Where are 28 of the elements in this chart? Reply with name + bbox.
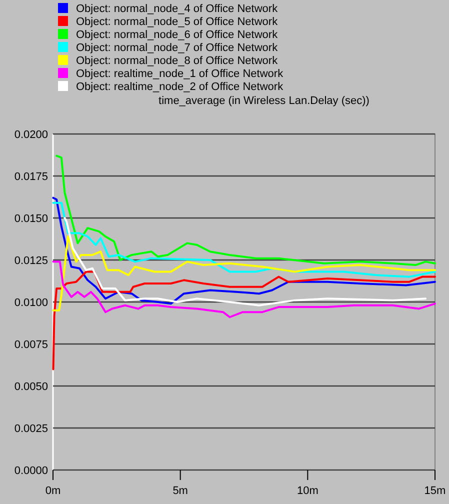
legend-label: Object: normal_node_4 of Office Network [76,3,278,15]
legend-label: Object: normal_node_5 of Office Network [76,16,278,28]
y-tick-label: 0.0050 [14,381,48,393]
y-tick-label: 0.0125 [14,255,48,267]
line-series [52,196,436,305]
chart-title: time_average (in Wireless Lan.Delay (sec)) [158,95,370,107]
y-tick-label: 0.0075 [14,339,48,351]
legend-label: Object: normal_node_6 of Office Network [76,29,278,41]
legend-label: Object: normal_node_7 of Office Network [76,42,278,54]
line-series [52,270,436,370]
legend-label: Object: realtime_node_1 of Office Network [76,68,284,80]
x-tick-label: 0m [45,485,61,497]
line-series [64,217,427,306]
y-tick-label: 0.0150 [14,213,48,225]
y-tick-label: 0.0175 [14,171,48,183]
y-tick-label: 0.0000 [14,465,48,477]
line-series [56,154,436,266]
line-series [52,235,436,312]
line-series [52,202,436,278]
y-tick-label: 0.0100 [14,297,48,309]
y-tick-label: 0.0025 [14,423,48,435]
x-tick-label: 10m [296,485,318,497]
x-tick-label: 5m [172,485,188,497]
x-tick-label: 15m [424,485,446,497]
legend-label: Object: realtime_node_2 of Office Network [76,81,284,93]
y-tick-label: 0.0200 [14,129,48,141]
legend-label: Object: normal_node_8 of Office Network [76,55,278,67]
line-series [52,260,436,318]
